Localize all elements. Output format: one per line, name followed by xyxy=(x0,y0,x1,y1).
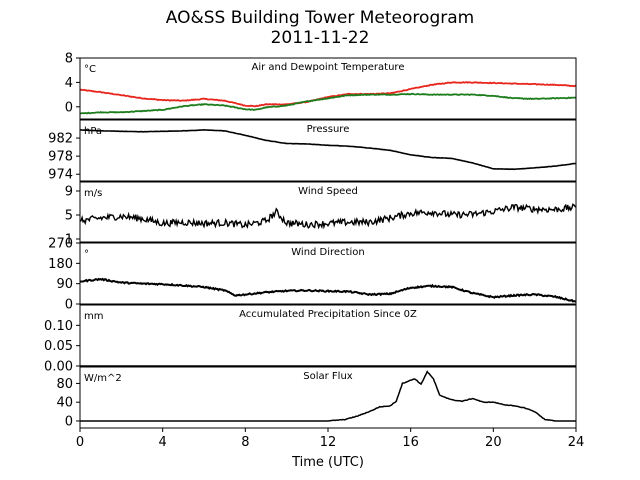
panel-frame xyxy=(79,181,577,243)
x-tick-label: 0 xyxy=(76,435,84,450)
panel-unit-label: m/s xyxy=(84,188,102,199)
panel-unit-label: hPa xyxy=(84,126,102,137)
x-tick-label: 12 xyxy=(320,435,337,450)
series-line-1-2 xyxy=(80,92,576,115)
panel-4: 0 90 180 270 ° Wind Direction xyxy=(48,237,577,313)
panel-title: Wind Speed xyxy=(298,186,358,197)
x-tick-label: 16 xyxy=(402,435,419,450)
panel-title: Pressure xyxy=(307,124,350,135)
y-tick-label: 5 xyxy=(65,209,73,224)
y-tick-label: 180 xyxy=(48,257,73,272)
y-tick-label: 90 xyxy=(56,277,73,292)
panel-title: Accumulated Precipitation Since 0Z xyxy=(239,309,417,320)
panel-frame xyxy=(79,119,577,182)
panel-title: Air and Dewpoint Temperature xyxy=(252,62,405,73)
y-tick-label: 0.05 xyxy=(44,339,73,354)
y-tick-label: 0.00 xyxy=(44,360,73,375)
y-tick-label: 270 xyxy=(48,237,73,252)
y-tick-label: 0 xyxy=(65,414,73,429)
x-axis-label: Time (UTC) xyxy=(291,455,364,470)
x-tick-label: 20 xyxy=(485,435,502,450)
panel-unit-label: °C xyxy=(84,64,96,75)
panel-title: Solar Flux xyxy=(303,371,353,382)
y-tick-label: 0 xyxy=(65,100,73,115)
panel-3: 1 5 9 m/s Wind Speed xyxy=(65,181,577,248)
panel-frame xyxy=(79,57,577,120)
figure-title: AO&SS Building Tower Meteorogram xyxy=(165,8,475,28)
series-line-6-1 xyxy=(80,370,576,422)
y-tick-label: 9 xyxy=(65,185,73,200)
series-line-3-1 xyxy=(80,203,576,230)
panel-frame xyxy=(79,304,577,367)
panel-title: Wind Direction xyxy=(291,247,365,258)
y-tick-label: 4 xyxy=(65,76,73,91)
y-tick-label: 1 xyxy=(65,233,73,248)
series-line-2-1 xyxy=(80,128,576,171)
panel-2: 974 978 982 hPa Pressure xyxy=(48,119,577,183)
y-tick-label: 0.10 xyxy=(44,319,73,334)
y-tick-label: 8 xyxy=(65,52,73,67)
figure-subtitle: 2011-11-22 xyxy=(270,28,370,48)
y-tick-label: 974 xyxy=(48,168,73,183)
x-tick-label: 4 xyxy=(159,435,167,450)
series-line-4-1 xyxy=(80,277,576,303)
y-tick-label: 40 xyxy=(56,396,73,411)
y-tick-label: 978 xyxy=(48,150,73,165)
chart-panels: 048°C Air and Dewpoint Temperature9749789… xyxy=(44,52,584,451)
panel-unit-label: W/m^2 xyxy=(84,373,122,384)
panel-frame xyxy=(79,242,577,305)
x-tick-label: 24 xyxy=(568,435,585,450)
series-line-1-1 xyxy=(80,81,576,108)
panel-5: 0.00 0.05 0.10 mm Accumulated Precipitation … xyxy=(44,304,577,375)
y-tick-label: 0 xyxy=(65,298,73,313)
panel-6: 0 40 80 W/m^2 Solar Flux xyxy=(56,366,577,429)
x-tick-label: 8 xyxy=(241,435,249,450)
panel-unit-label: mm xyxy=(84,311,103,322)
panel-1: 0 4 8 °C Air and Dewpoint Temperature xyxy=(65,52,577,120)
y-tick-label: 982 xyxy=(48,132,73,147)
panel-unit-label: ° xyxy=(84,249,89,260)
y-tick-label: 80 xyxy=(56,377,73,392)
